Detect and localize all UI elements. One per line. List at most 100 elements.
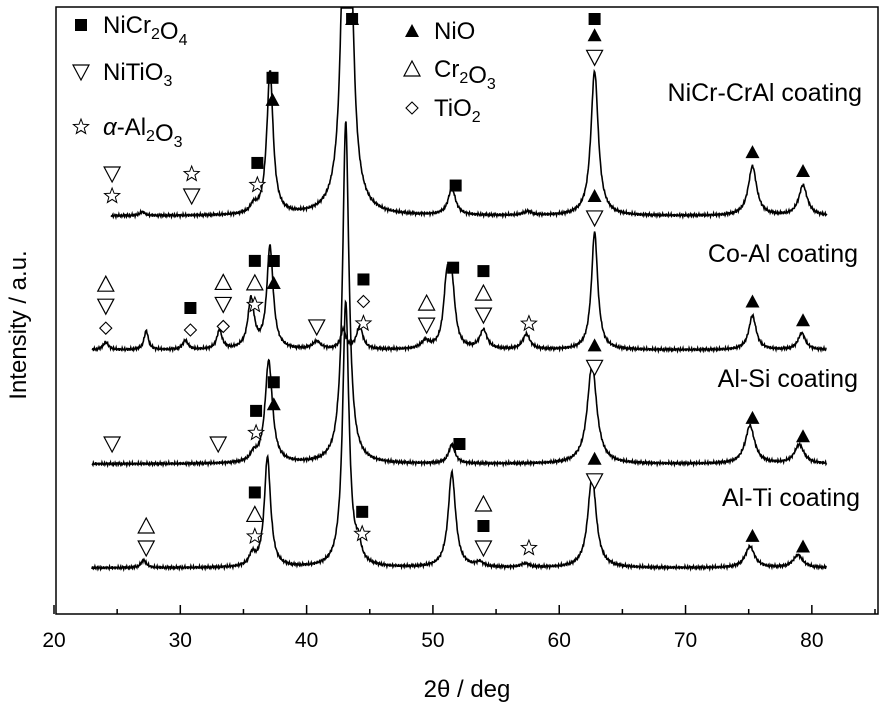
filled-square-marker (267, 254, 280, 267)
x-axis: 20 30 40 50 60 70 80 (42, 605, 876, 652)
filled-triangle-marker (266, 275, 281, 289)
filled-triangle-marker (745, 528, 760, 542)
down-triangle-marker (96, 298, 115, 316)
down-triangle-marker (417, 317, 436, 335)
filled-square-marker (266, 71, 279, 84)
filled-triangle-marker (796, 539, 811, 553)
open-triangle-marker (474, 494, 493, 512)
peak-annotation (585, 13, 604, 67)
peak-annotation (137, 516, 156, 558)
filled-square-marker (588, 13, 601, 25)
peak-annotation (745, 528, 760, 542)
peak-annotation (585, 188, 604, 228)
peak-annotation (265, 71, 280, 106)
legend-item: NiO (405, 18, 475, 45)
peak-annotation (474, 265, 493, 325)
peak-annotation (307, 319, 326, 337)
star-marker (354, 314, 373, 332)
series-label: Al-Ti coating (722, 484, 860, 512)
peak-annotation (353, 505, 372, 542)
x-tick-label: 20 (42, 629, 65, 652)
peak-annotation (796, 163, 811, 177)
down-triangle-marker (103, 436, 122, 454)
x-tick-label: 60 (548, 629, 571, 652)
x-tick-label: 30 (169, 629, 192, 652)
peak-annotation (796, 313, 811, 327)
series-label: Co-Al coating (708, 240, 858, 268)
legend-label: Cr2O3 (434, 56, 496, 93)
peak-annotation (585, 338, 604, 377)
peak-annotation (796, 539, 811, 553)
filled-square-marker (248, 486, 261, 499)
x-tick-label: 50 (421, 629, 444, 652)
down-triangle-marker (474, 307, 493, 325)
peak-annotation (417, 293, 436, 335)
star-marker (72, 117, 90, 135)
filled-triangle-marker (745, 294, 760, 308)
filled-square-marker (184, 302, 197, 314)
peak-annotation (519, 314, 538, 332)
down-triangle-marker (209, 436, 228, 454)
peak-annotation (519, 538, 538, 556)
filled-square-marker (75, 19, 87, 31)
down-triangle-marker (214, 296, 233, 314)
series-label: NiCr-CrAl coating (668, 79, 862, 107)
star-marker (248, 175, 267, 193)
peak-annotation (474, 494, 493, 558)
legend-item: NiCr2O4 (75, 12, 188, 49)
pattern-line (91, 231, 827, 355)
down-triangle-marker (585, 359, 604, 377)
star-marker (519, 314, 538, 332)
filled-triangle-marker (587, 28, 602, 42)
peak-annotation (183, 302, 198, 337)
filled-square-marker (447, 261, 460, 274)
legend-label: α-Al2O3 (103, 114, 183, 151)
peak-annotation (209, 436, 228, 454)
diamond-marker (99, 321, 113, 335)
star-marker (353, 524, 372, 542)
legend-item: NiTiO3 (72, 59, 172, 90)
filled-triangle-marker (745, 410, 760, 424)
open-triangle-marker (403, 59, 421, 77)
down-triangle-marker (474, 540, 493, 558)
open-triangle-marker (137, 516, 156, 534)
x-tick-label: 40 (295, 629, 318, 652)
down-triangle-marker (182, 188, 201, 206)
filled-triangle-marker (345, 12, 360, 25)
filled-triangle-marker (587, 188, 602, 202)
peak-annotation (248, 156, 267, 193)
y-axis-title: Intensity / a.u. (5, 250, 32, 399)
series-label: Al-Si coating (718, 365, 858, 393)
peak-annotation (214, 273, 233, 334)
filled-square-marker (453, 438, 466, 450)
peak-annotation (247, 404, 266, 441)
series-lines (91, 7, 828, 573)
star-marker (519, 538, 538, 556)
legend-label: NiTiO3 (103, 59, 172, 90)
pattern-line (91, 299, 827, 573)
open-triangle-marker (214, 273, 233, 291)
peak-annotation (96, 274, 115, 335)
peak-annotation (745, 145, 760, 159)
peak-annotation (745, 410, 760, 424)
down-triangle-marker (137, 540, 156, 558)
down-triangle-marker (103, 166, 122, 184)
pattern-line (110, 7, 828, 221)
legend-label: NiCr2O4 (103, 12, 188, 49)
filled-square-marker (477, 520, 490, 532)
pattern-line (91, 121, 828, 469)
series-labels: NiCr-CrAl coating Co-Al coating Al-Si coat… (668, 79, 862, 512)
legend-item: TiO2 (405, 95, 481, 126)
x-tick-label: 80 (800, 629, 823, 652)
star-marker (247, 423, 266, 441)
peak-annotation (245, 486, 264, 545)
peak-annotation (266, 376, 281, 411)
filled-triangle-marker (587, 451, 602, 465)
filled-square-marker (357, 273, 370, 286)
diamond-marker (356, 294, 371, 309)
filled-triangle-marker (796, 163, 811, 177)
filled-triangle-marker (265, 92, 280, 106)
peak-annotation (103, 166, 122, 204)
peak-annotation (449, 179, 462, 192)
